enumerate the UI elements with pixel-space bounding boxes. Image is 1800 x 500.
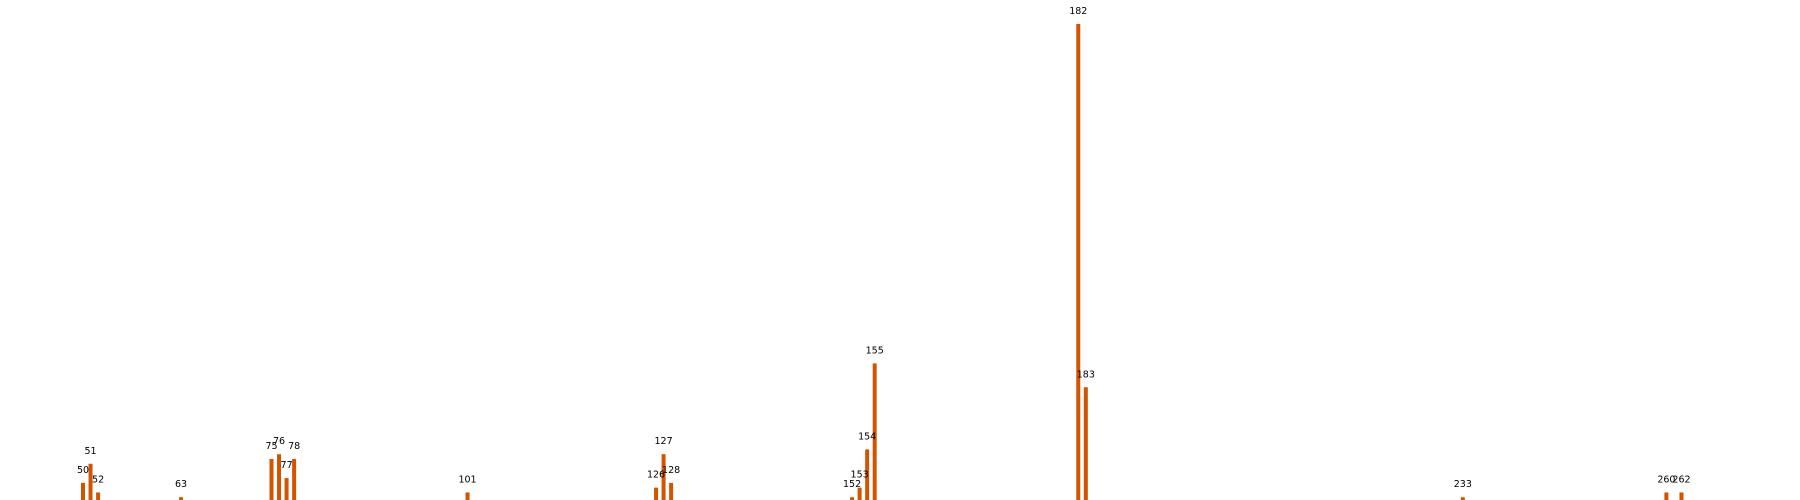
bar-label-233: 233 [1454, 479, 1472, 490]
bar-262 [1679, 492, 1684, 500]
bar-label-183: 183 [1077, 369, 1095, 380]
bar-77 [284, 478, 289, 500]
bar-label-155: 155 [866, 345, 884, 356]
bar-label-52: 52 [92, 474, 104, 485]
bar-52 [96, 492, 101, 500]
bar-152 [850, 497, 855, 500]
bar-label-51: 51 [84, 446, 96, 457]
bar-155 [872, 363, 877, 500]
bar-75 [269, 458, 274, 500]
bar-label-128: 128 [662, 465, 680, 476]
bar-label-101: 101 [458, 474, 476, 485]
bar-label-153: 153 [851, 470, 869, 481]
bar-label-154: 154 [858, 431, 876, 442]
bar-label-126: 126 [647, 470, 665, 481]
bar-154 [865, 449, 870, 500]
bar-63 [179, 497, 184, 500]
bar-label-152: 152 [843, 479, 861, 490]
bar-126 [654, 487, 659, 500]
bar-183 [1083, 387, 1088, 500]
bar-label-76: 76 [273, 436, 285, 447]
bar-label-78: 78 [288, 441, 300, 452]
bar-label-127: 127 [655, 436, 673, 447]
bar-182 [1076, 24, 1081, 500]
bar-128 [669, 482, 674, 500]
bar-label-75: 75 [265, 441, 277, 452]
bar-label-262: 262 [1672, 474, 1690, 485]
bar-101 [465, 492, 470, 500]
bar-label-260: 260 [1657, 474, 1675, 485]
bar-233 [1460, 497, 1465, 500]
bars-group [81, 24, 1684, 500]
bar-127 [661, 454, 666, 500]
bar-153 [857, 487, 862, 500]
bar-50 [81, 482, 85, 500]
bar-label-63: 63 [175, 479, 187, 490]
bar-76 [277, 454, 282, 500]
bar-51 [88, 463, 93, 500]
bar-78 [292, 458, 297, 500]
bar-label-50: 50 [77, 465, 89, 476]
bar-label-77: 77 [281, 460, 293, 471]
bar-260 [1664, 492, 1669, 500]
bar-label-182: 182 [1069, 6, 1087, 17]
